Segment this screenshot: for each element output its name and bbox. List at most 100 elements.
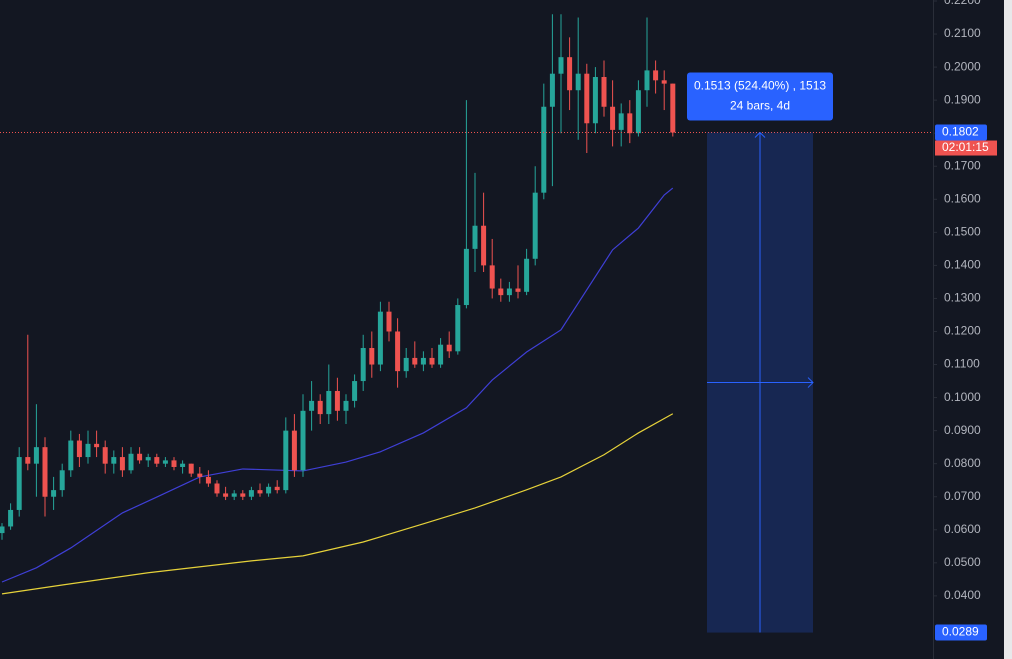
y-tick-label: 0.1200 xyxy=(944,324,981,338)
side-strip xyxy=(1004,0,1012,659)
y-tick-label: 0.1100 xyxy=(944,357,980,371)
candle-body xyxy=(489,265,495,289)
candle-body xyxy=(610,106,616,130)
candle-body xyxy=(8,509,14,527)
candle-body xyxy=(498,288,504,296)
countdown: 02:01:15 xyxy=(942,140,989,154)
candle-body xyxy=(584,73,590,124)
y-tick-label: 0.0500 xyxy=(944,555,981,569)
candle-body xyxy=(291,430,297,471)
candle-body xyxy=(532,192,538,259)
candle-body xyxy=(326,390,332,415)
candle-body xyxy=(137,453,143,461)
candle-body xyxy=(420,357,426,365)
candle-body xyxy=(386,311,392,332)
candle-body xyxy=(266,486,272,494)
candle-body xyxy=(283,430,289,491)
candle-body xyxy=(231,493,237,497)
candle-body xyxy=(197,473,203,477)
candle-body xyxy=(541,106,547,193)
candle-body xyxy=(76,440,82,458)
y-tick-label: 0.0700 xyxy=(944,489,981,503)
measure-tooltip xyxy=(687,72,833,121)
y-tick-label: 0.1900 xyxy=(944,92,981,106)
measure-label-bg xyxy=(935,624,987,641)
y-tick-label: 0.0400 xyxy=(944,588,981,602)
candle-body xyxy=(644,70,650,91)
candle-body xyxy=(154,457,160,464)
candle-body xyxy=(592,77,598,124)
candle-body xyxy=(300,410,306,471)
moving-average xyxy=(1,413,674,595)
candle-body xyxy=(670,83,676,133)
candle-body xyxy=(205,476,211,484)
countdown-bg xyxy=(935,140,997,156)
candle-body xyxy=(334,390,340,411)
candle-body xyxy=(446,344,452,352)
candle-body xyxy=(635,90,641,134)
price-label: 0.1802 xyxy=(942,125,979,139)
candle-body xyxy=(343,400,349,411)
candle-body xyxy=(481,225,487,266)
candle-body xyxy=(549,73,555,107)
candle-body xyxy=(661,80,667,84)
moving-average xyxy=(1,187,674,583)
y-tick-label: 0.2000 xyxy=(944,59,981,73)
candle-body xyxy=(317,400,323,415)
candle-body xyxy=(412,357,418,365)
y-tick-label: 0.1000 xyxy=(944,390,981,404)
arrow-head xyxy=(807,377,814,388)
candle-body xyxy=(102,447,108,464)
candle-body xyxy=(214,483,220,494)
candle-body xyxy=(248,490,254,497)
candle-body xyxy=(653,70,659,81)
tooltip-text: 0.1513 (524.40%) , 1513 xyxy=(694,79,826,93)
candle-body xyxy=(68,440,74,471)
y-tick-label: 0.1300 xyxy=(944,291,981,305)
candle-body xyxy=(463,248,469,306)
candle-body xyxy=(524,258,530,292)
y-tick-label: 0.1600 xyxy=(944,191,981,205)
candle-body xyxy=(51,490,57,497)
candle-body xyxy=(360,348,366,382)
measure-label: 0.0289 xyxy=(942,625,979,639)
candle-body xyxy=(33,447,39,464)
candle-body xyxy=(601,77,607,107)
candle-body xyxy=(145,457,151,461)
y-tick-label: 0.1500 xyxy=(944,225,981,239)
y-tick-label: 0.1400 xyxy=(944,258,981,272)
y-tick-label: 0.2200 xyxy=(944,0,981,7)
candle-body xyxy=(618,113,624,130)
candle-body xyxy=(627,113,633,134)
candle-body xyxy=(240,493,246,497)
candle-body xyxy=(575,73,581,91)
candle-body xyxy=(377,311,383,365)
candle-body xyxy=(128,453,134,471)
arrow-head xyxy=(754,131,766,138)
candle-body xyxy=(472,225,478,249)
candle-body xyxy=(188,463,194,474)
y-tick-label: 0.1700 xyxy=(944,158,981,172)
candle-body xyxy=(515,288,521,292)
candle-body xyxy=(395,331,401,372)
tooltip-text: 24 bars, 4d xyxy=(730,99,790,113)
candle-body xyxy=(0,526,5,534)
candle-body xyxy=(223,493,229,497)
price-label-bg xyxy=(935,124,987,141)
candle-body xyxy=(94,443,100,448)
candle-body xyxy=(274,486,280,491)
candle-body xyxy=(567,57,573,91)
candle-body xyxy=(16,457,22,510)
y-tick-label: 0.0900 xyxy=(944,423,981,437)
y-tick-label: 0.0600 xyxy=(944,522,981,536)
candle-body xyxy=(257,490,263,494)
candle-body xyxy=(369,348,375,365)
y-tick-label: 0.2100 xyxy=(944,26,981,40)
candle-body xyxy=(558,57,564,74)
candle-body xyxy=(438,344,444,365)
candle-body xyxy=(506,288,512,296)
candle-body xyxy=(119,457,125,471)
candle-body xyxy=(455,305,461,352)
